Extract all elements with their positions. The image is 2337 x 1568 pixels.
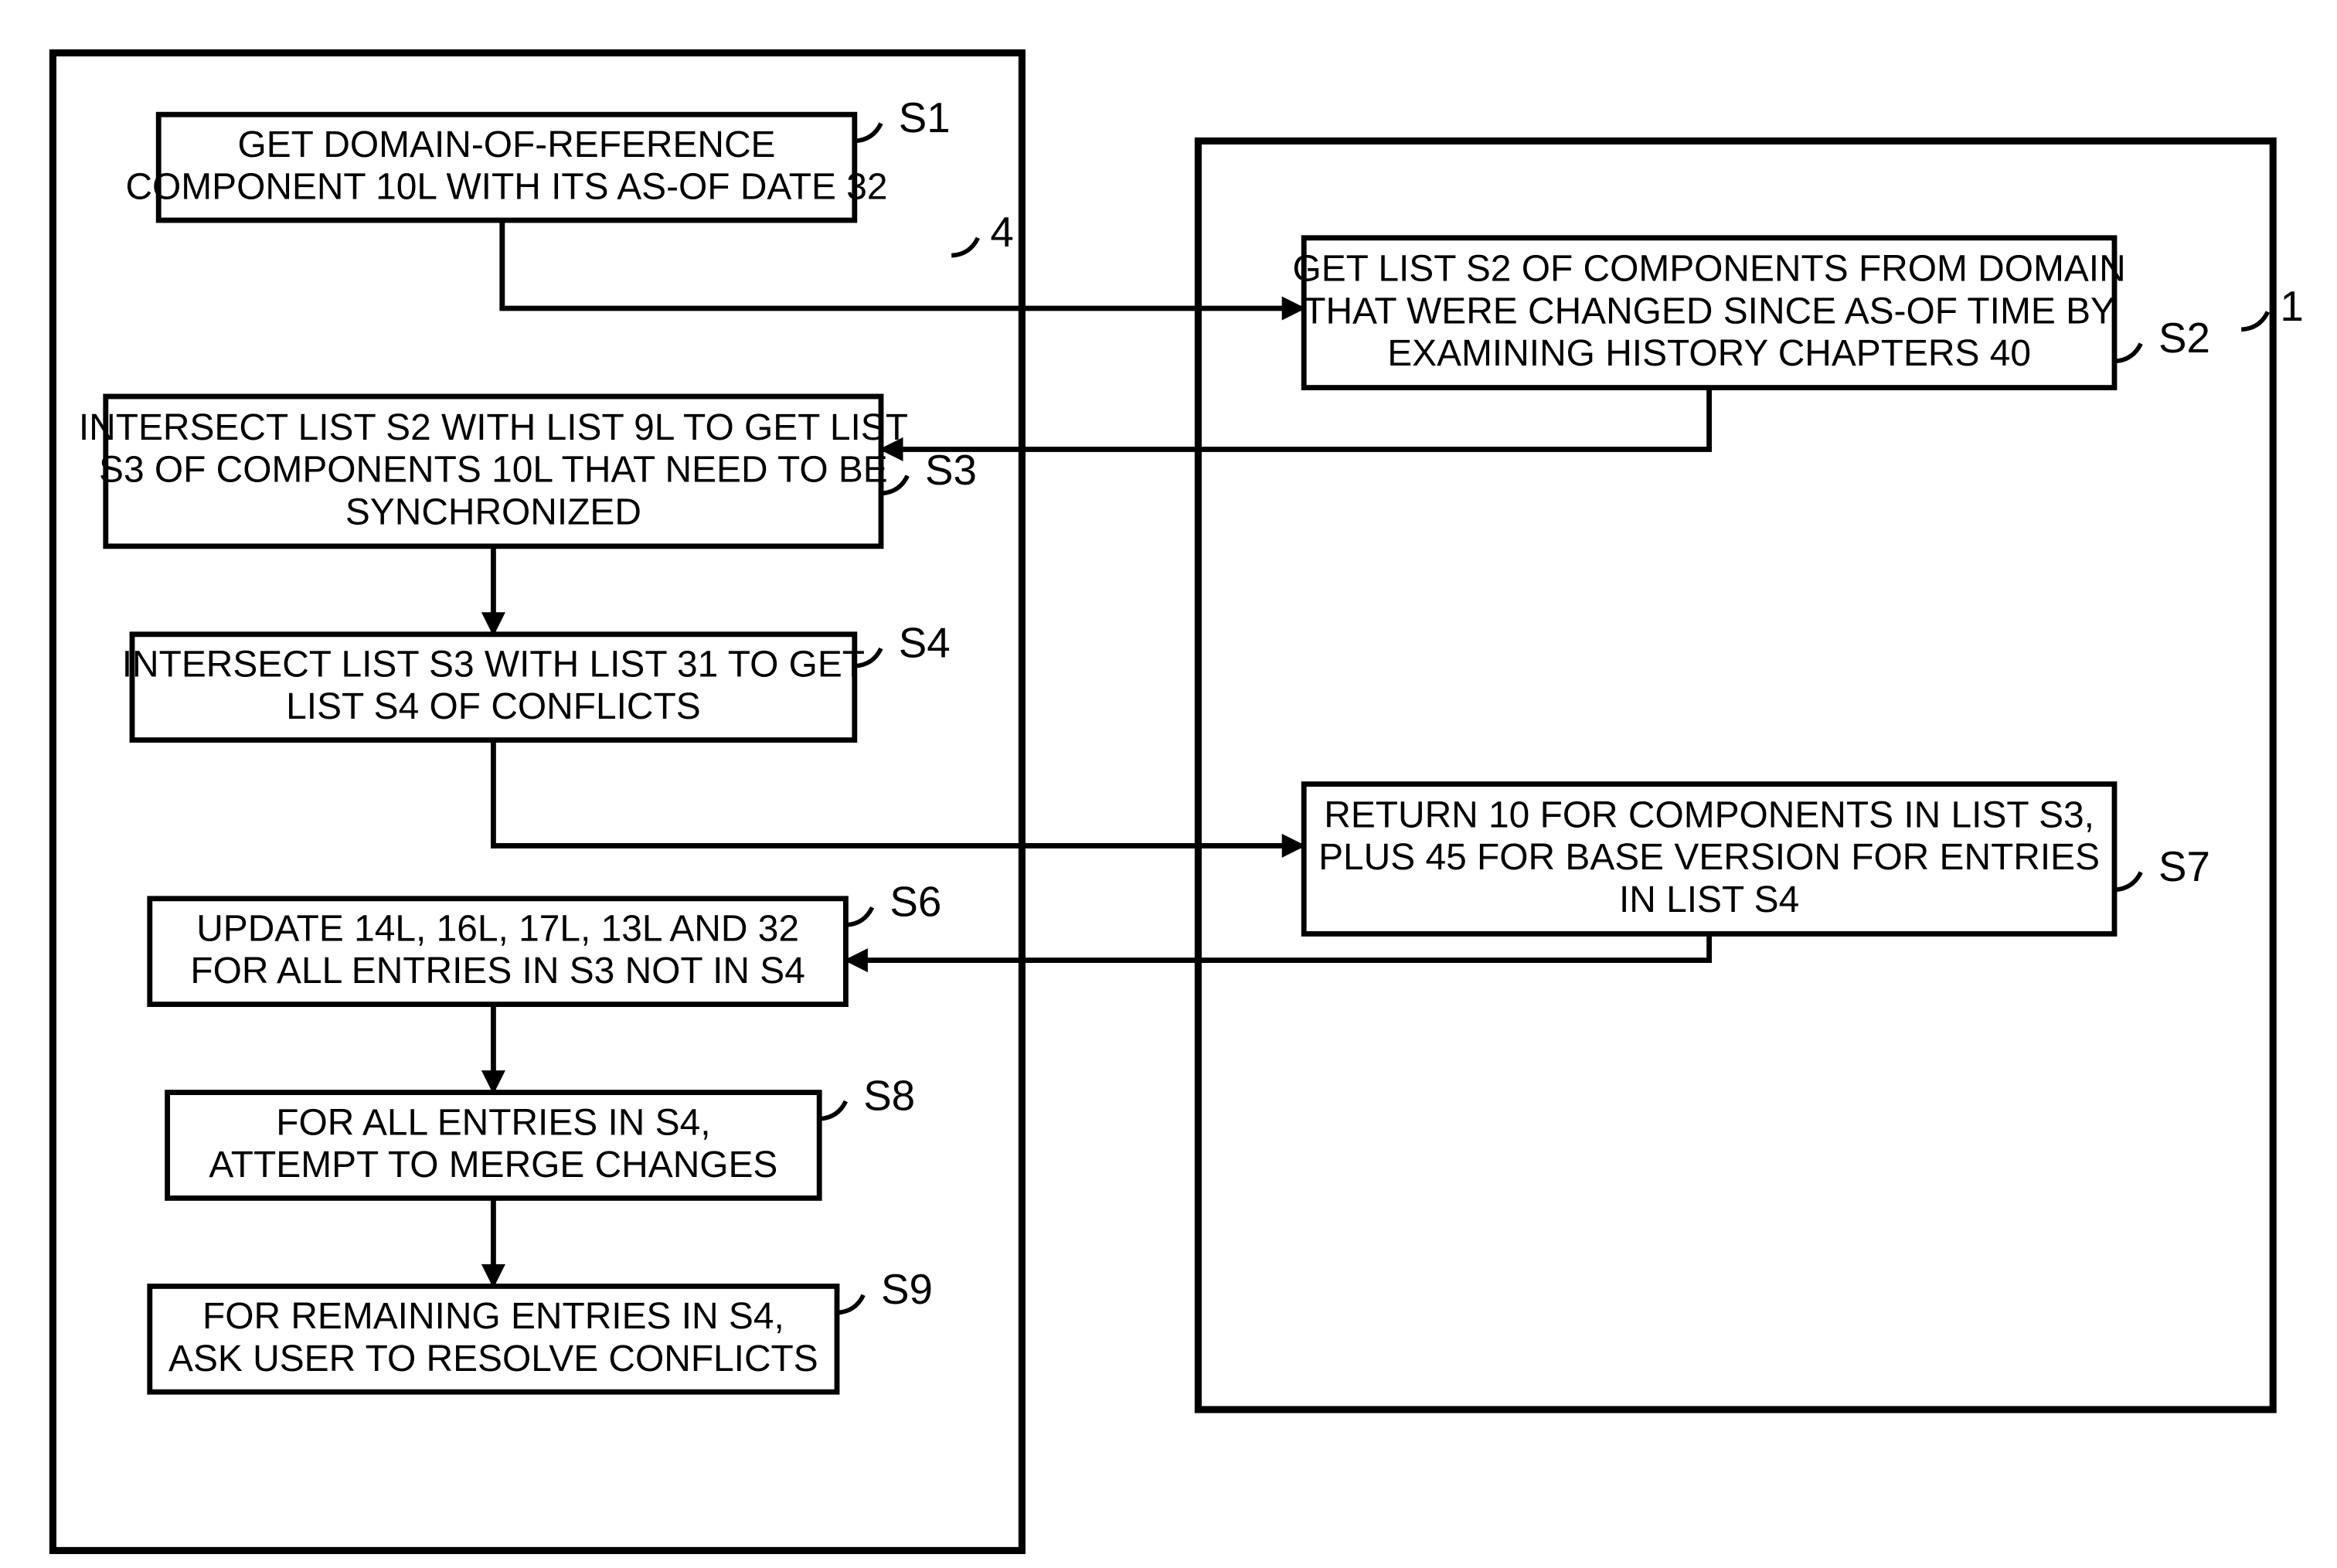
- step-S3-label: S3: [925, 446, 977, 494]
- step-S2-text-line-1: THAT WERE CHANGED SINCE AS-OF TIME BY: [1303, 291, 2115, 332]
- step-S9-label: S9: [881, 1265, 933, 1313]
- step-S3-text-line-0: INTERSECT LIST S2 WITH LIST 9L TO GET LI…: [79, 407, 908, 448]
- step-S1-label: S1: [899, 94, 951, 141]
- left-group-label: 4: [990, 208, 1013, 256]
- step-S4-text-line-1: LIST S4 OF CONFLICTS: [286, 686, 701, 727]
- step-S2-text-line-2: EXAMINING HISTORY CHAPTERS 40: [1387, 333, 2031, 374]
- step-S7-text-line-0: RETURN 10 FOR COMPONENTS IN LIST S3,: [1324, 794, 2094, 835]
- step-S2-text-line-0: GET LIST S2 OF COMPONENTS FROM DOMAIN: [1292, 249, 2125, 290]
- step-S1-text-line-1: COMPONENT 10L WITH ITS AS-OF DATE 32: [125, 167, 887, 208]
- step-S4-text-line-0: INTERSECT LIST S3 WITH LIST 31 TO GET: [122, 645, 865, 685]
- step-S8-label: S8: [863, 1071, 915, 1119]
- step-S6-text-line-1: FOR ALL ENTRIES IN S3 NOT IN S4: [190, 951, 805, 991]
- step-S3-text-line-1: S3 OF COMPONENTS 10L THAT NEED TO BE: [99, 450, 888, 491]
- step-S1-text-line-0: GET DOMAIN-OF-REFERENCE: [238, 124, 776, 165]
- step-S9-text-line-1: ASK USER TO RESOLVE CONFLICTS: [168, 1338, 818, 1379]
- step-S8-text-line-1: ATTEMPT TO MERGE CHANGES: [209, 1145, 777, 1185]
- step-S7-text-line-1: PLUS 45 FOR BASE VERSION FOR ENTRIES: [1318, 837, 2100, 878]
- step-S8-text-line-0: FOR ALL ENTRIES IN S4,: [276, 1102, 710, 1143]
- step-S7-label: S7: [2158, 842, 2210, 890]
- step-S3-text-line-2: SYNCHRONIZED: [345, 491, 641, 532]
- step-S7-text-line-2: IN LIST S4: [1619, 879, 1799, 920]
- step-S2-label: S2: [2158, 314, 2210, 362]
- step-S6-text-line-0: UPDATE 14L, 16L, 17L, 13L AND 32: [196, 909, 799, 950]
- step-S9-text-line-0: FOR REMAINING ENTRIES IN S4,: [202, 1296, 784, 1337]
- step-S4-label: S4: [899, 618, 951, 666]
- step-S6-label: S6: [890, 878, 941, 926]
- right-group-label: 1: [2280, 282, 2303, 330]
